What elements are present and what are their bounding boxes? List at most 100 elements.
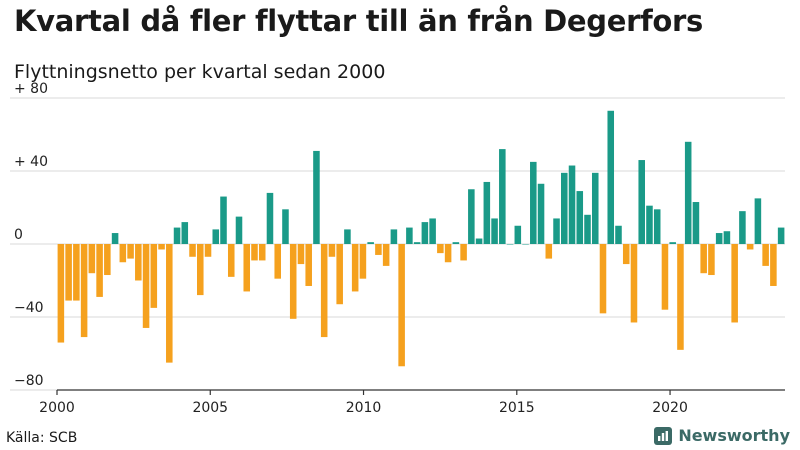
bar	[770, 244, 777, 286]
x-tick-label: 2020	[652, 400, 688, 416]
bar	[135, 244, 142, 281]
bar	[251, 244, 258, 261]
bar	[607, 110, 615, 245]
x-tick-label: 2015	[499, 400, 535, 416]
bar	[413, 242, 421, 244]
bar	[444, 244, 452, 263]
bar	[638, 160, 645, 244]
bar	[297, 244, 305, 265]
bar	[344, 229, 351, 244]
bar	[127, 244, 134, 259]
bar	[669, 242, 676, 244]
bar	[88, 244, 96, 274]
brand-name: Newsworthy	[678, 426, 790, 445]
bar	[754, 198, 762, 244]
bar	[181, 222, 189, 244]
bar	[73, 244, 80, 301]
bar	[235, 216, 243, 244]
bar	[777, 227, 785, 244]
x-tick-label: 2005	[192, 400, 228, 416]
bar	[483, 181, 491, 244]
newsworthy-logo: Newsworthy	[654, 426, 790, 445]
bar	[468, 189, 475, 244]
bar	[390, 229, 398, 244]
bar	[692, 202, 700, 244]
bar	[715, 233, 723, 244]
bar	[708, 244, 715, 276]
bar	[266, 192, 274, 244]
bar	[367, 242, 374, 244]
bar	[166, 244, 173, 363]
x-tick-label: 2000	[39, 400, 75, 416]
bar	[553, 218, 560, 244]
bar	[762, 244, 769, 266]
bar	[615, 225, 622, 244]
bar	[282, 209, 289, 244]
bar	[150, 244, 158, 308]
y-tick-label: 0	[14, 227, 23, 243]
bar	[289, 244, 297, 319]
bar	[375, 244, 382, 255]
bar	[514, 225, 522, 244]
bar	[359, 244, 367, 279]
bar	[351, 244, 359, 292]
bar	[677, 244, 684, 350]
bar	[65, 244, 72, 301]
y-tick-label: −40	[14, 300, 44, 316]
bar	[398, 244, 405, 367]
bar	[537, 183, 545, 244]
bar	[320, 244, 328, 338]
bar	[243, 244, 251, 292]
bar	[96, 244, 103, 297]
bar	[57, 244, 65, 343]
newsworthy-logo-icon	[654, 426, 673, 445]
bar	[227, 244, 235, 277]
bar	[406, 227, 413, 244]
bar	[452, 242, 460, 244]
bar	[700, 244, 707, 274]
bar	[328, 244, 336, 257]
bar	[646, 205, 653, 244]
bar	[475, 238, 483, 244]
bar	[506, 244, 514, 245]
bar	[204, 244, 212, 257]
bar	[746, 244, 754, 250]
bar	[258, 244, 266, 261]
bar	[119, 244, 127, 263]
bar	[739, 211, 746, 244]
bar	[591, 172, 599, 244]
bar	[382, 244, 390, 266]
bar	[429, 218, 436, 244]
bar	[336, 244, 343, 305]
bar	[576, 191, 584, 244]
bar	[111, 233, 119, 244]
chart-subtitle: Flyttningsnetto per kvartal sedan 2000	[14, 61, 386, 83]
bar	[499, 149, 506, 244]
bar	[622, 244, 630, 265]
bar	[684, 141, 692, 244]
bar	[437, 244, 444, 254]
y-tick-label: + 40	[14, 154, 48, 170]
bar	[274, 244, 281, 279]
bar	[561, 172, 568, 244]
bar	[491, 218, 498, 244]
bar	[460, 244, 467, 261]
bar	[630, 244, 638, 323]
bar	[142, 244, 150, 328]
bar	[723, 231, 731, 244]
bar	[545, 244, 553, 259]
bar	[661, 244, 669, 310]
x-tick-label: 2010	[346, 400, 382, 416]
bar	[584, 214, 591, 244]
bar	[653, 209, 661, 244]
bar	[599, 244, 607, 314]
bar	[104, 244, 111, 276]
bar	[197, 244, 204, 296]
bar	[212, 229, 220, 244]
chart-title: Kvartal då fler flyttar till än från Deg…	[14, 4, 704, 38]
bar	[189, 244, 196, 257]
bar	[173, 227, 181, 244]
source-note: Källa: SCB	[6, 430, 78, 446]
bar	[158, 244, 165, 250]
